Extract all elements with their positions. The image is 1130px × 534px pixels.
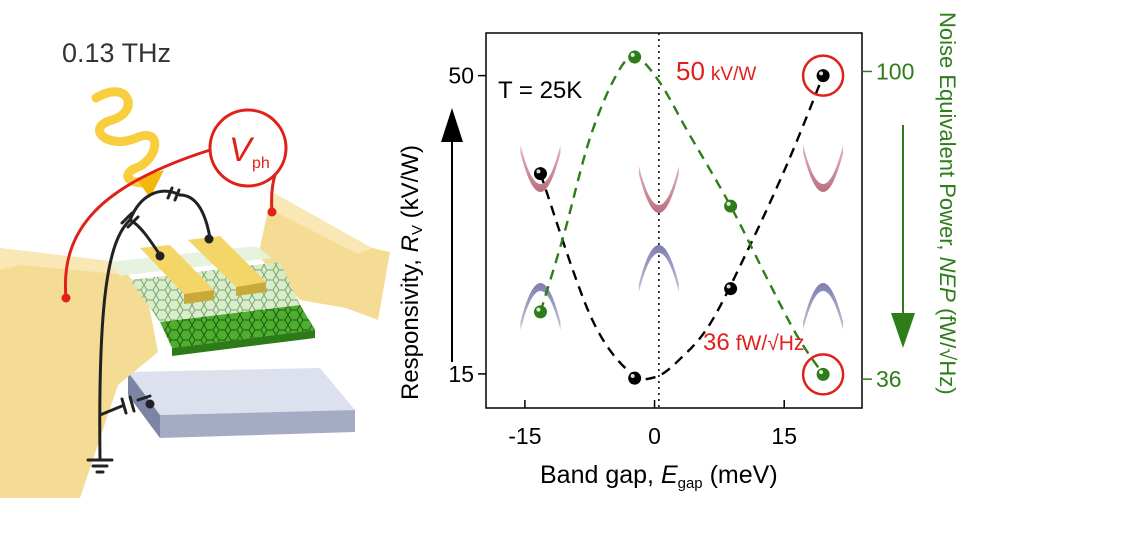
voltmeter-icon	[208, 108, 288, 188]
right-y-tick-label: 36	[876, 366, 902, 392]
annotation-responsivity: 50 kV/W	[676, 56, 756, 86]
right-y-tick-label: 100	[876, 58, 914, 84]
substrate	[128, 368, 355, 438]
contact-dot	[155, 251, 165, 261]
series-curve-nep	[539, 55, 825, 376]
right-arrow-head-icon	[891, 313, 915, 348]
voltage-symbol: V	[229, 131, 255, 169]
left-y-ticks: 50 15	[448, 63, 486, 387]
data-point-shine	[819, 370, 824, 375]
left-y-tick-label: 50	[448, 63, 474, 89]
contact-dot	[145, 399, 155, 409]
data-point-shine	[726, 284, 731, 289]
data-point-nep	[816, 367, 830, 381]
x-tick-label: 15	[771, 423, 797, 449]
left-y-tick-label: 15	[448, 361, 474, 387]
contact-dot	[204, 234, 214, 244]
temperature-label: T = 25K	[498, 77, 582, 104]
band-inset-0	[520, 145, 561, 330]
series-curve-responsivity	[539, 75, 825, 381]
conduction-band	[520, 145, 561, 192]
data-point-nep	[533, 305, 547, 319]
data-point-responsivity	[628, 371, 642, 385]
data-point-shine	[536, 169, 541, 174]
capacitor-icons	[120, 186, 181, 415]
thz-wave-icon	[91, 87, 160, 188]
plot-frame	[485, 32, 863, 409]
highlight-circle	[801, 353, 845, 396]
probe-dot	[61, 293, 71, 303]
highlight-circle	[801, 54, 845, 97]
conduction-band	[803, 145, 844, 192]
x-axis-label: Band gap, Egap (meV)	[540, 461, 778, 492]
x-ticks: -15 0 15	[508, 400, 797, 449]
data-point-responsivity	[816, 69, 830, 83]
band-inset-2	[803, 145, 844, 330]
valence-band	[803, 283, 844, 330]
series-curves	[539, 55, 825, 381]
data-point-shine	[630, 52, 635, 57]
right-y-axis-label: Noise Equivalent Power, NEP (fW/√Hz)	[935, 12, 960, 395]
conduction-band	[638, 166, 679, 213]
voltage-subscript: ph	[252, 155, 270, 172]
valence-band	[638, 245, 679, 292]
valence-band	[520, 283, 561, 330]
data-point-shine	[819, 71, 824, 76]
data-point-responsivity	[724, 282, 738, 296]
electrode-left	[0, 248, 158, 498]
band-inset-1	[638, 166, 679, 292]
x-tick-label: 0	[648, 423, 661, 449]
frequency-label: 0.13 THz	[62, 38, 171, 68]
probe-dot	[267, 207, 277, 217]
chart: -15 0 15 50 15 100 36 T = 25K 50 kV/W 36 fW/√H…	[397, 12, 960, 492]
left-y-axis-label: Responsivity, RV (kV/W)	[397, 145, 426, 400]
data-point-shine	[726, 201, 731, 206]
x-tick-label: -15	[508, 423, 541, 449]
right-y-ticks: 100 36	[862, 58, 914, 392]
left-arrow-head-icon	[441, 108, 463, 142]
band-insets	[520, 145, 844, 330]
data-point-nep	[628, 50, 642, 64]
data-point-responsivity	[533, 167, 547, 181]
annotation-nep: 36 fW/√Hz	[703, 329, 804, 356]
data-point-shine	[536, 307, 541, 312]
data-point-nep	[724, 199, 738, 213]
device-illustration: 0.13 THz	[0, 38, 390, 498]
series-points	[533, 50, 830, 385]
data-point-shine	[630, 373, 635, 378]
highlight-markers	[801, 54, 845, 396]
